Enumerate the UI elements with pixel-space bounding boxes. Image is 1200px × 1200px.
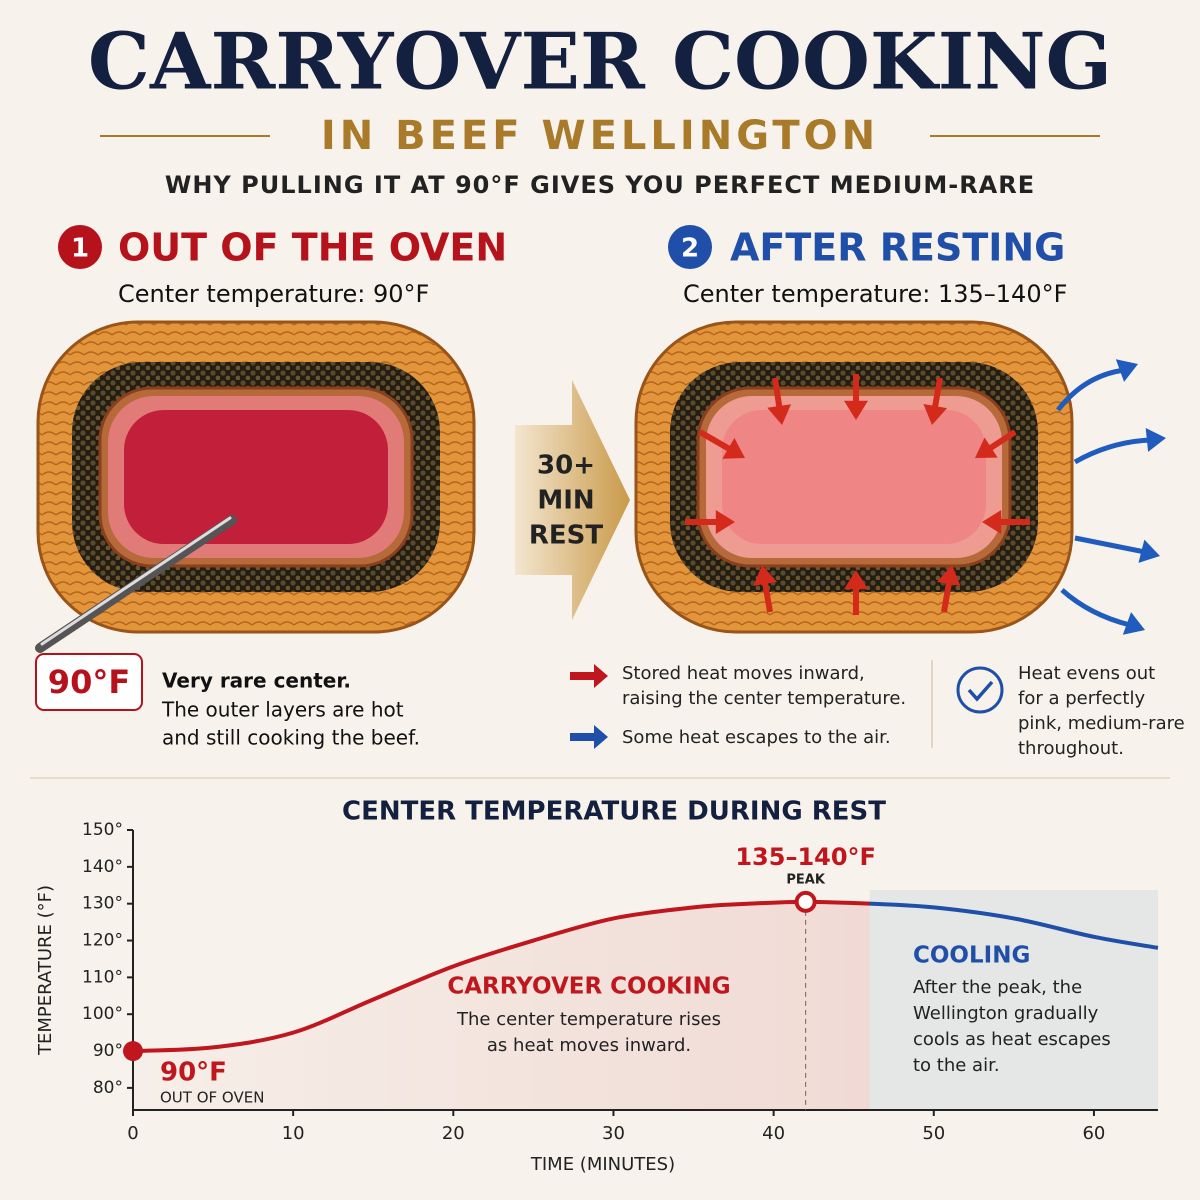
y-tick-label: 110° [82,967,123,987]
cooling-text: cools as heat escapes [913,1029,1111,1050]
rest-text: MIN [537,486,594,516]
peak-marker [794,890,817,913]
cooling-region [869,890,1158,1110]
legend-text: Stored heat moves inward, [622,663,865,684]
illustrations [35,320,1166,653]
result-text: throughout. [1018,738,1124,759]
heat-arrow-head [753,565,778,586]
check-icon [956,666,1004,714]
panel-subheading: Center temperature: 90°F [118,280,429,308]
note: The outer layers are hot [161,698,404,722]
heat-arrow-head [844,570,868,590]
thermometer [35,515,237,653]
peak-sub: PEAK [786,872,825,887]
cooling-title: COOLING [913,943,1030,969]
check-mark [967,680,994,702]
escape-arrow [1060,588,1131,628]
heat-arrow-head [767,404,792,425]
x-tick-label: 10 [282,1123,305,1144]
thermometer-shine [40,516,232,646]
rest-arrow [515,380,630,620]
legend-text: raising the center temperature. [622,688,906,709]
heat-arrow-head [722,438,745,459]
temp-badge-text: 90°F [48,663,130,701]
escape-arrow-head [1138,539,1160,563]
title: CARRYOVER COOKING [88,17,1112,108]
y-tick-label: 120° [82,931,123,951]
step-badge [668,225,712,269]
x-tick-label: 50 [922,1123,945,1144]
temp-badge [35,653,143,711]
y-tick-label: 150° [82,820,123,840]
start-marker [123,1041,143,1062]
heat-arrow-head [715,510,735,534]
note-title: Very rare center. [162,669,351,693]
x-tick-label: 0 [127,1123,138,1144]
beef [124,410,388,544]
y-tick-label: 140° [82,857,123,877]
start-label: 90°F [160,1058,227,1088]
carryover-text: as heat moves inward. [487,1035,691,1056]
note: and still cooking the beef. [162,726,420,750]
heat-arrow-head [982,510,1002,534]
heat-arrow-head [975,437,998,458]
y-tick-label: 130° [82,894,123,914]
y-tick-label: 100° [82,1004,123,1024]
legend-text: Some heat escapes to the air. [622,727,891,748]
escape-arrow [1056,367,1126,412]
carryover-title: CARRYOVER COOKING [447,974,730,1000]
legend-arrow [570,725,608,749]
subtitle: IN BEEF WELLINGTON [321,113,879,159]
start-sub: OUT OF OVEN [160,1089,264,1107]
result-text: Heat evens out [1018,663,1155,684]
heat-arrow-head [923,404,948,425]
step-badge [58,225,102,269]
cooling-text: to the air. [913,1055,1000,1076]
panel-heading: OUT OF THE OVEN [118,226,507,270]
y-tick-label: 80° [93,1078,123,1098]
escape-arrow [1073,437,1151,465]
step-number: 1 [71,234,89,264]
escape-arrow-head [1122,612,1145,635]
x-tick-label: 40 [762,1123,785,1144]
temperature-line [132,899,1159,1054]
carryover-text: The center temperature rises [456,1009,721,1030]
chart: 80° 90° 100° 110° 120° 130° 140° 150° 0 10 20 30 40 5… [82,820,1159,1144]
rest-text: 30+ [537,451,595,481]
heat-arrow-head [936,565,961,586]
beef [722,410,986,544]
y-tick-label: 90° [93,1041,123,1061]
rest-text: REST [529,521,604,551]
escape-arrow [1074,535,1146,555]
result-text: for a perfectly [1018,688,1145,709]
y-axis-label: TEMPERATURE (°F) [35,885,56,1056]
escape-arrow-head [1115,359,1138,382]
escape-arrow-head [1145,427,1166,452]
cooling-text: After the peak, the [913,977,1082,998]
panel-subheading: Center temperature: 135–140°F [683,280,1067,308]
heat-arrow-head [844,400,868,420]
x-tick-label: 30 [602,1123,625,1144]
legend-arrow [570,664,608,688]
carryover-area [133,901,870,1110]
tagline: WHY PULLING IT AT 90°F GIVES YOU PERFECT… [165,171,1035,199]
x-axis-label: TIME (MINUTES) [530,1154,675,1175]
panel-heading: AFTER RESTING [730,226,1065,270]
step-number: 2 [681,234,699,264]
x-tick-label: 60 [1082,1123,1105,1144]
x-tick-label: 20 [442,1123,465,1144]
result-text: pink, medium-rare [1018,713,1185,734]
peak-label: 135–140°F [735,843,876,871]
cooling-text: Wellington gradually [913,1003,1099,1024]
chart-title: CENTER TEMPERATURE DURING REST [342,797,886,827]
